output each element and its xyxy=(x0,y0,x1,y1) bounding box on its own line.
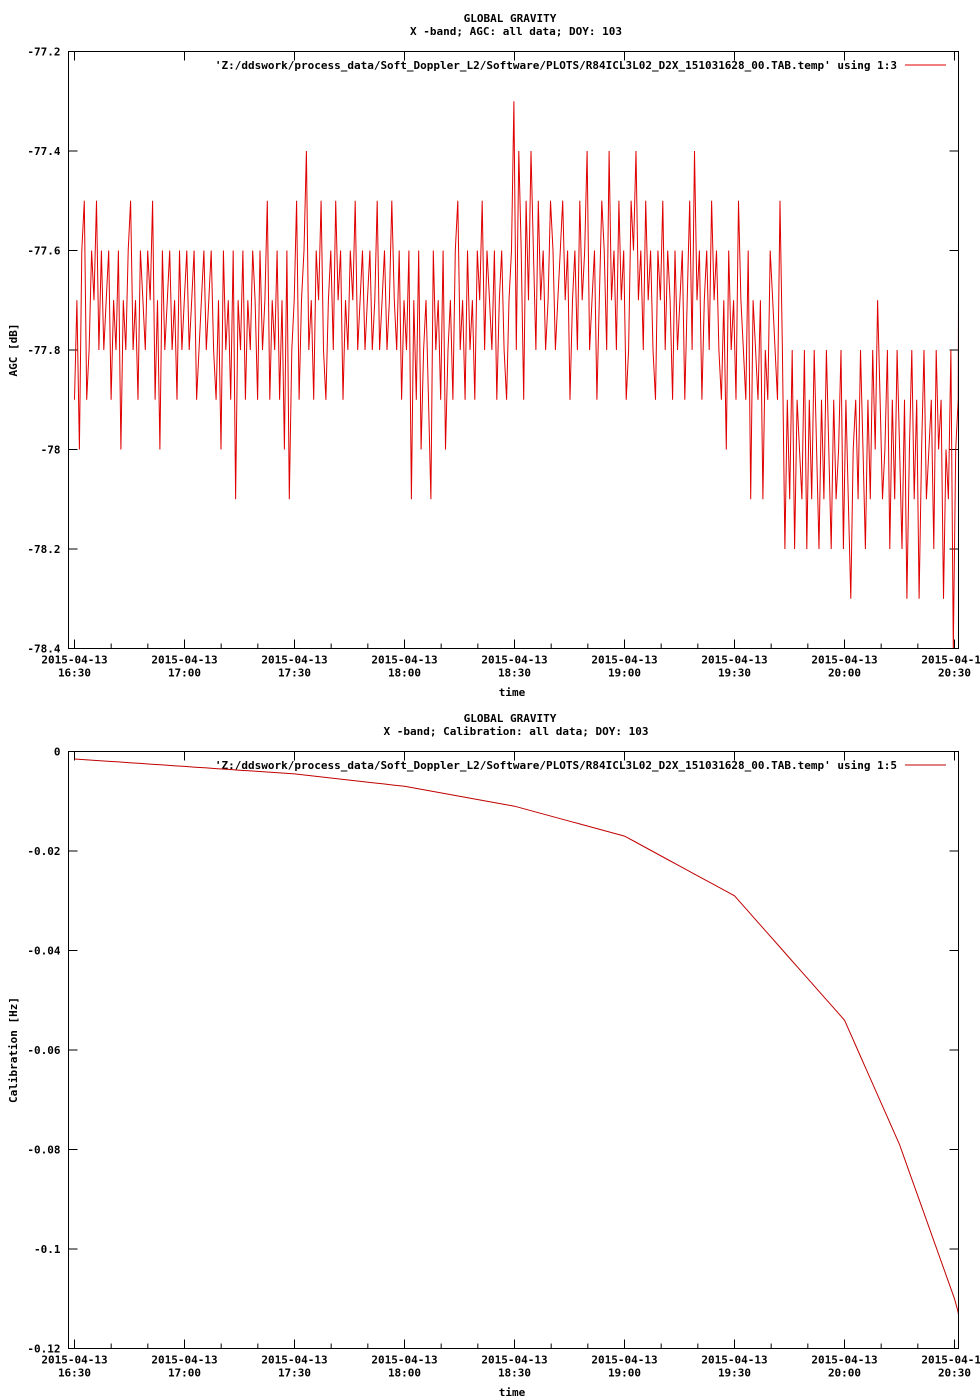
x-tick-time: 20:00 xyxy=(828,1367,861,1380)
x-tick-date: 2015-04-13 xyxy=(701,654,767,667)
x-tick-date: 2015-04-13 xyxy=(41,654,107,667)
chart-subtitle: X -band; AGC: all data; DOY: 103 xyxy=(410,25,622,38)
x-tick-date: 2015-04-13 xyxy=(811,654,877,667)
x-tick-time: 20:30 xyxy=(938,1367,971,1380)
x-tick-time: 18:30 xyxy=(498,667,531,680)
y-tick-label: -78 xyxy=(41,444,61,457)
y-axis-label: AGC [dB] xyxy=(7,324,20,377)
x-tick-time: 17:00 xyxy=(168,667,201,680)
y-tick-label: -0.12 xyxy=(27,1343,60,1356)
x-tick-date: 2015-04-13 xyxy=(41,1354,107,1367)
x-tick-time: 20:00 xyxy=(828,667,861,680)
x-tick-date: 2015-04-13 xyxy=(591,1354,657,1367)
y-tick-label: -77.8 xyxy=(27,344,60,357)
x-tick-time: 17:30 xyxy=(278,1367,311,1380)
y-tick-label: -78.2 xyxy=(27,543,60,556)
x-tick-time: 17:30 xyxy=(278,667,311,680)
x-tick-date: 2015-04-13 xyxy=(151,654,217,667)
agc-chart: GLOBAL GRAVITY X -band; AGC: all data; D… xyxy=(7,12,980,699)
x-tick-time: 19:00 xyxy=(608,667,641,680)
y-tick-label: -77.2 xyxy=(27,46,60,59)
y-tick-label: -0.02 xyxy=(27,845,60,858)
y-tick-label: -0.06 xyxy=(27,1044,60,1057)
series-line xyxy=(74,101,959,649)
chart-subtitle: X -band; Calibration: all data; DOY: 103 xyxy=(384,725,649,738)
y-tick-label: -0.04 xyxy=(27,945,60,958)
x-tick-date: 2015-04-13 xyxy=(921,654,980,667)
x-tick-date: 2015-04-13 xyxy=(261,1354,327,1367)
legend-label: 'Z:/ddswork/process_data/Soft_Doppler_L2… xyxy=(215,59,897,72)
x-tick-time: 16:30 xyxy=(58,1367,91,1380)
x-tick-time: 19:00 xyxy=(608,1367,641,1380)
y-tick-label: -0.08 xyxy=(27,1144,60,1157)
x-tick-date: 2015-04-13 xyxy=(151,1354,217,1367)
calibration-chart: GLOBAL GRAVITY X -band; Calibration: all… xyxy=(7,712,980,1399)
series-line xyxy=(74,758,959,1339)
x-tick-date: 2015-04-13 xyxy=(481,1354,547,1367)
x-tick-date: 2015-04-13 xyxy=(921,1354,980,1367)
x-tick-date: 2015-04-13 xyxy=(261,654,327,667)
x-tick-time: 20:30 xyxy=(938,667,971,680)
plot-frame xyxy=(68,51,959,649)
x-tick-date: 2015-04-13 xyxy=(701,1354,767,1367)
x-axis-label: time xyxy=(499,686,526,699)
x-tick-date: 2015-04-13 xyxy=(371,1354,437,1367)
y-tick-label: 0 xyxy=(54,746,61,759)
y-axis-label: Calibration [Hz] xyxy=(7,997,20,1103)
x-tick-time: 18:30 xyxy=(498,1367,531,1380)
x-tick-date: 2015-04-13 xyxy=(371,654,437,667)
y-tick-label: -77.6 xyxy=(27,245,60,258)
legend-label: 'Z:/ddswork/process_data/Soft_Doppler_L2… xyxy=(215,759,897,772)
x-tick-date: 2015-04-13 xyxy=(811,1354,877,1367)
y-tick-label: -78.4 xyxy=(27,643,60,656)
y-tick-label: -0.1 xyxy=(34,1243,61,1256)
x-tick-time: 18:00 xyxy=(388,1367,421,1380)
chart-title: GLOBAL GRAVITY xyxy=(464,712,557,725)
y-tick-label: -77.4 xyxy=(27,145,60,158)
x-tick-time: 19:30 xyxy=(718,1367,751,1380)
x-axis-label: time xyxy=(499,1386,526,1399)
x-tick-date: 2015-04-13 xyxy=(591,654,657,667)
x-tick-time: 19:30 xyxy=(718,667,751,680)
chart-title: GLOBAL GRAVITY xyxy=(464,12,557,25)
x-tick-time: 18:00 xyxy=(388,667,421,680)
plot-frame xyxy=(68,751,959,1349)
x-tick-time: 17:00 xyxy=(168,1367,201,1380)
x-tick-time: 16:30 xyxy=(58,667,91,680)
x-tick-date: 2015-04-13 xyxy=(481,654,547,667)
